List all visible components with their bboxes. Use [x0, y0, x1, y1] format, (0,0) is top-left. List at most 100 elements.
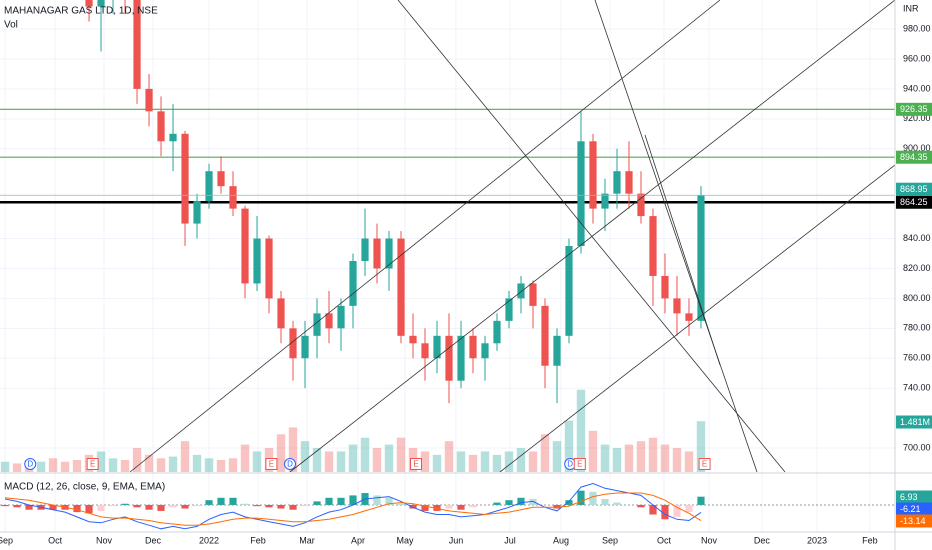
y-tick-label: 760.00: [903, 353, 931, 363]
y-tick-label: 920.00: [903, 113, 931, 123]
x-tick-label: Dec: [145, 535, 162, 545]
candle-body: [481, 343, 489, 359]
candle-body: [301, 335, 309, 359]
event-marker: [284, 458, 297, 470]
trend-line: [129, 0, 721, 472]
level-label-box: [896, 150, 932, 164]
candle-body: [457, 335, 465, 381]
candle-body: [493, 320, 501, 344]
macd-histogram-bar: [13, 504, 21, 508]
candle-body: [85, 0, 93, 7]
candle-body: [265, 238, 273, 299]
volume-bar: [492, 454, 502, 472]
macd-histogram-bar: [409, 504, 417, 509]
candle-body: [565, 246, 573, 336]
volume-bar: [696, 421, 706, 472]
volume-label: 1.481M: [900, 417, 930, 427]
volume-bar: [252, 451, 262, 472]
volume-bar: [72, 460, 82, 472]
y-tick-label: 960.00: [903, 53, 931, 63]
x-tick-label: Apr: [351, 535, 365, 545]
macd-histogram-bar: [601, 498, 609, 505]
event-marker: [573, 458, 586, 470]
volume-bar: [420, 451, 430, 472]
volume-bar: [396, 437, 406, 472]
volume-bar: [144, 454, 154, 472]
macd-histogram-bar: [217, 497, 225, 505]
volume-bar: [192, 454, 202, 472]
candle-body: [337, 305, 345, 329]
candle-body: [325, 313, 333, 329]
candle-body: [541, 305, 549, 366]
candle-body: [529, 283, 537, 306]
event-marker: [265, 458, 278, 470]
volume-bar: [216, 460, 226, 472]
macd-histogram-bar: [109, 504, 117, 507]
candle-body: [577, 141, 585, 247]
volume-bar: [636, 441, 646, 472]
event-label: E: [269, 460, 274, 469]
currency: INR: [903, 3, 919, 13]
x-tick-label: Sep: [0, 535, 13, 545]
x-tick-label: 2022: [199, 535, 219, 545]
volume-label-box: [896, 415, 932, 429]
y-tick-label: 940.00: [903, 83, 931, 93]
candle-body: [373, 238, 381, 269]
candle-body: [169, 133, 177, 142]
x-tick-label: Jun: [449, 535, 464, 545]
candle-body: [433, 335, 441, 359]
candle-body: [289, 328, 297, 359]
volume-bar: [180, 441, 190, 472]
volume-bar: [504, 451, 514, 472]
trend-lines: [129, 0, 895, 472]
trend-line: [644, 134, 721, 366]
macd-histogram-bar: [265, 504, 273, 508]
macd-histogram-bar: [469, 504, 477, 508]
macd-pane: [0, 482, 895, 530]
volume-bar: [204, 458, 214, 472]
candle-body: [229, 186, 237, 209]
macd-histogram-bar: [121, 503, 129, 505]
macd-histogram-bar: [49, 504, 57, 510]
x-tick-label: Mar: [299, 535, 315, 545]
candle-body: [277, 298, 285, 329]
macd-histogram-bar: [85, 504, 93, 514]
y-tick-label: 800.00: [903, 293, 931, 303]
macd-histogram-bar: [157, 504, 165, 511]
volume-bar: [168, 456, 178, 472]
macd-histogram-bar: [25, 504, 33, 510]
candle-body: [589, 141, 597, 209]
macd-histogram-bar: [301, 504, 309, 507]
volume-bar: [96, 451, 106, 472]
y-tick-label: 980.00: [903, 23, 931, 33]
axes: 980.00 960.00 940.00 920.00 900.00 840.00 820.…: [0, 23, 932, 545]
volume-bar: [300, 441, 310, 472]
candle-body: [313, 313, 321, 336]
volume-bar: [516, 448, 526, 472]
x-tick-label: Oct: [48, 535, 63, 545]
candle-body: [193, 201, 201, 224]
candle-body: [349, 260, 357, 306]
volume-bar: [480, 451, 490, 472]
macd-histogram-bar: [517, 497, 525, 505]
macd-histogram-bar: [229, 497, 237, 505]
volume-bar: [312, 448, 322, 472]
volume-bar: [624, 444, 634, 472]
event-label: E: [413, 460, 418, 469]
x-tick-label: Dec: [754, 535, 771, 545]
candle-body: [397, 238, 405, 336]
x-tick-label: Nov: [96, 535, 113, 545]
volume-bar: [156, 458, 166, 472]
macd-histogram-bar: [241, 503, 249, 505]
candle-body: [469, 335, 477, 359]
macd-histogram-bar: [193, 504, 201, 507]
macd-histogram-bar: [325, 497, 333, 505]
macd-histogram-bar: [397, 503, 405, 505]
candle-body: [637, 193, 645, 217]
candle-body: [409, 335, 417, 344]
volume-bar: [564, 420, 574, 472]
macd-histogram-bar: [589, 491, 597, 505]
volume-bar: [360, 437, 370, 472]
